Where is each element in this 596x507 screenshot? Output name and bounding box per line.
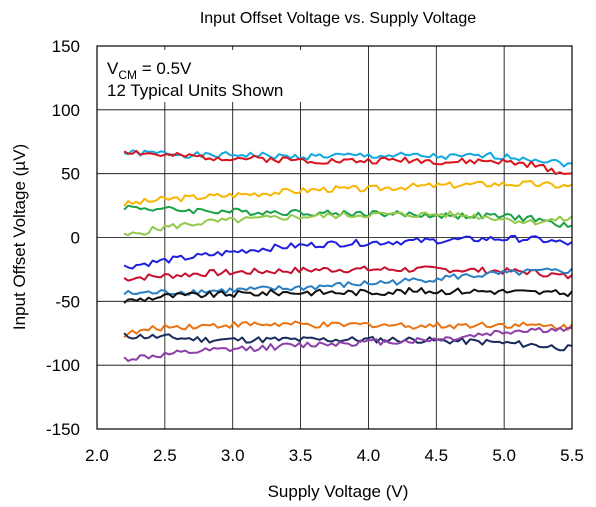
y-tick-label: -50 <box>55 292 80 311</box>
annotation-vcm-main: V <box>107 59 119 78</box>
annotation-vcm: VCM = 0.5V <box>107 59 192 82</box>
series-line-9 <box>123 287 573 304</box>
x-tick-label: 5.0 <box>492 446 516 465</box>
series-line-4 <box>123 204 573 228</box>
x-tick-labels: 2.0 2.5 3.0 3.5 4.0 4.5 5.0 5.5 <box>85 446 584 465</box>
series-line-8 <box>123 267 573 296</box>
x-tick-label: 3.0 <box>221 446 245 465</box>
annotation-units: 12 Typical Units Shown <box>107 81 283 100</box>
series-line-6 <box>123 234 573 270</box>
grid <box>97 46 572 429</box>
annotation-background <box>101 50 333 102</box>
x-tick-label: 2.0 <box>85 446 109 465</box>
y-tick-label: -100 <box>46 356 80 375</box>
y-tick-label: 100 <box>52 101 80 120</box>
x-tick-label: 2.5 <box>153 446 177 465</box>
x-tick-label: 5.5 <box>560 446 584 465</box>
series-line-11 <box>123 332 573 352</box>
y-axis-label: Input Offset Voltage (µV) <box>10 144 29 330</box>
plot-frame <box>96 45 573 430</box>
series-line-12 <box>123 326 573 362</box>
series-line-2 <box>123 149 573 175</box>
x-tick-label: 4.0 <box>357 446 381 465</box>
series-group <box>123 149 573 362</box>
y-tick-label: 50 <box>61 165 80 184</box>
series-line-5 <box>123 210 573 237</box>
chart-title: Input Offset Voltage vs. Supply Voltage <box>200 10 476 27</box>
annotation-vcm-rest: = 0.5V <box>137 59 192 78</box>
x-axis-label: Supply Voltage (V) <box>268 482 409 501</box>
x-tick-label: 3.5 <box>289 446 313 465</box>
y-tick-label: 0 <box>71 229 80 248</box>
y-tick-label: -150 <box>46 420 80 439</box>
series-line-10 <box>123 320 573 339</box>
annotation-vcm-sub: CM <box>118 68 137 82</box>
series-line-7 <box>123 265 573 282</box>
series-line-3 <box>123 180 573 207</box>
y-tick-labels: 150 100 50 0 -50 -100 -150 <box>46 37 80 439</box>
y-tick-label: 150 <box>52 37 80 56</box>
series-line-1 <box>123 149 573 168</box>
x-tick-label: 4.5 <box>424 446 448 465</box>
